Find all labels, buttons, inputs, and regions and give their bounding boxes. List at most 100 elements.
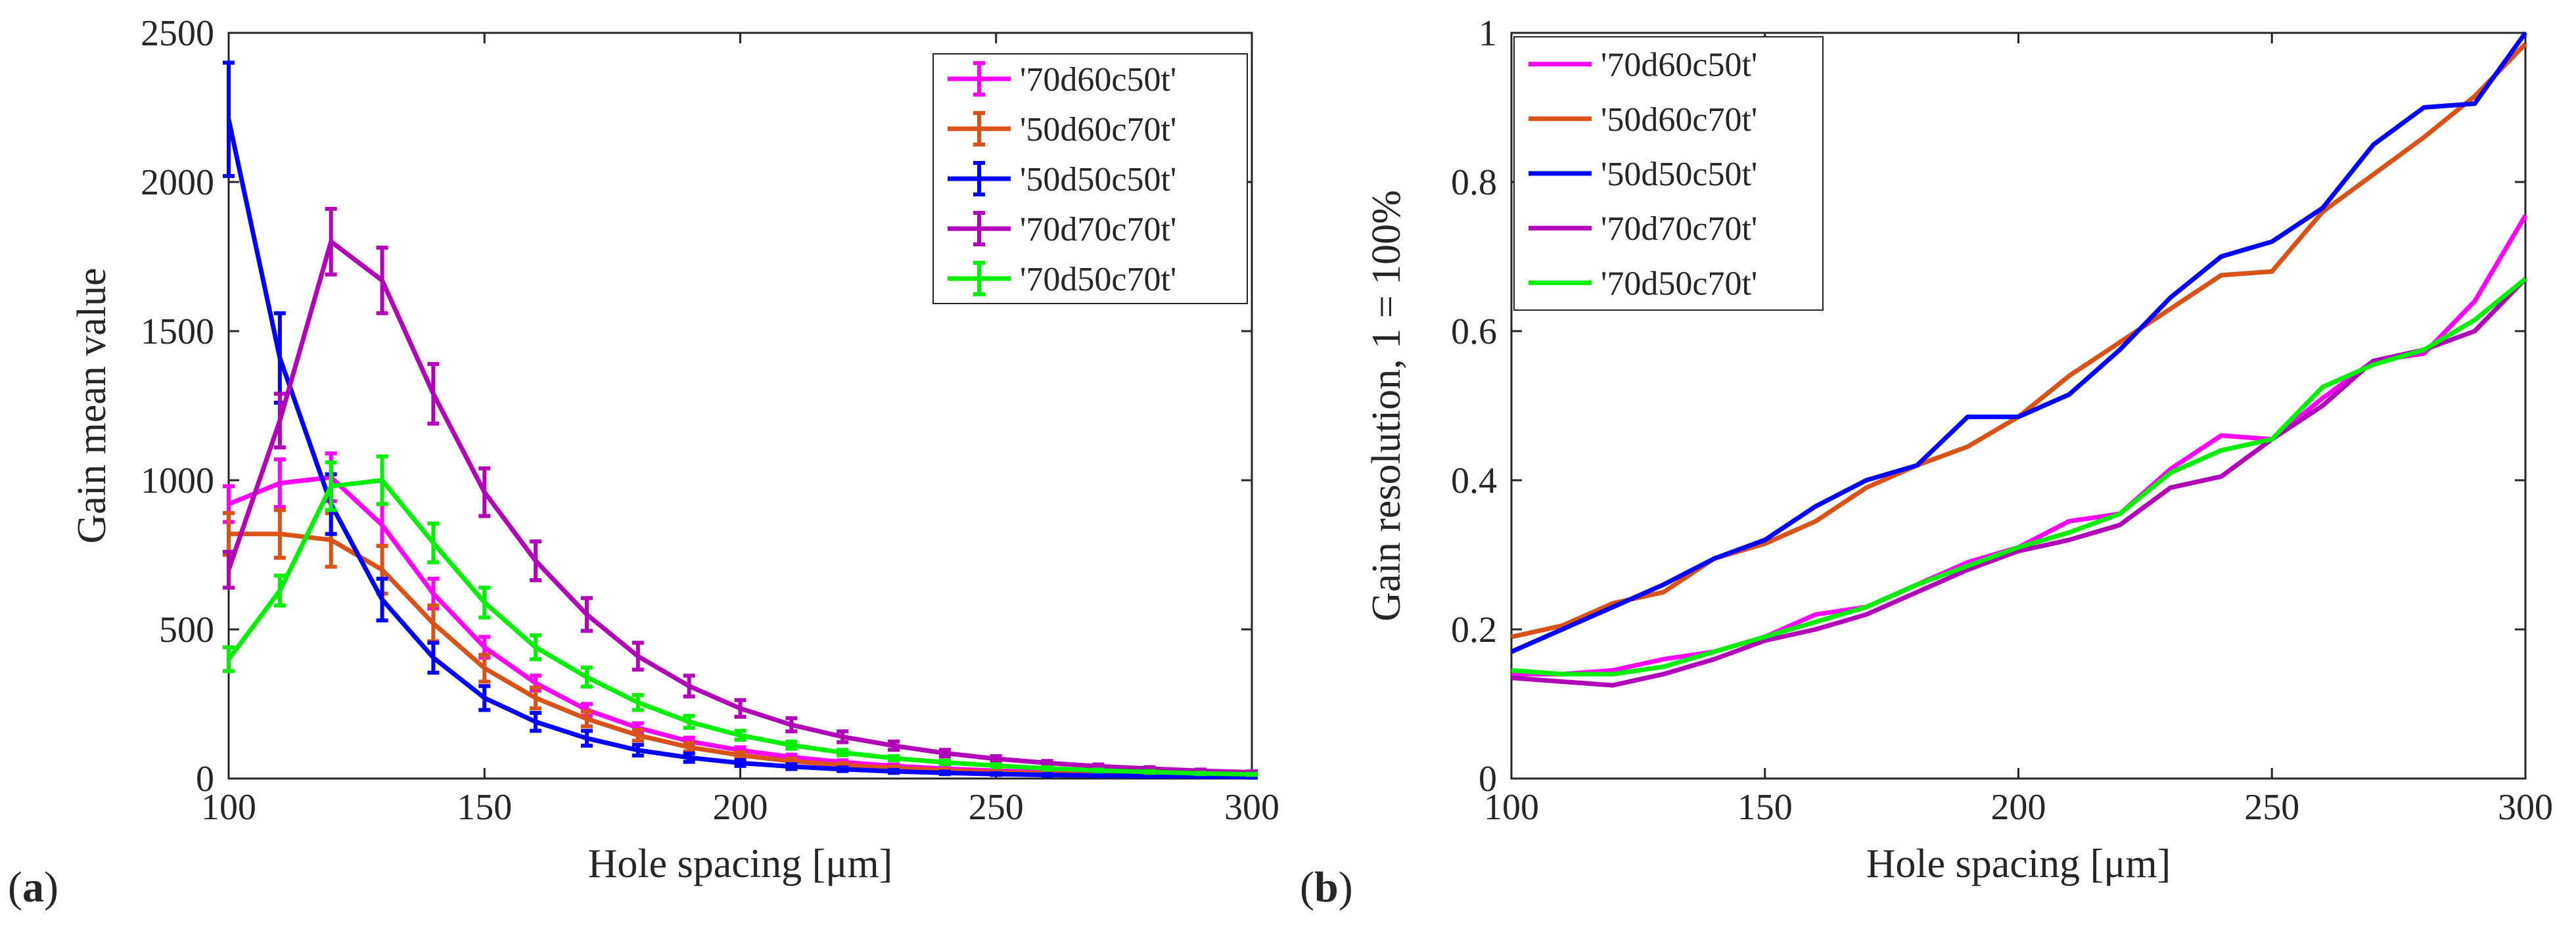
error-bar xyxy=(990,771,1002,777)
x-tick-label: 150 xyxy=(1737,787,1793,828)
error-bar xyxy=(785,762,798,771)
legend-item: '70d70c70t' xyxy=(1529,210,1757,248)
y-axis-label: Gain resolution, 1 = 100% xyxy=(1364,190,1409,622)
error-bar xyxy=(427,521,440,564)
error-bar xyxy=(478,684,491,712)
error-bar xyxy=(1092,767,1105,774)
error-bar xyxy=(632,692,644,712)
error-bar xyxy=(273,311,286,405)
series-line xyxy=(1510,31,2527,654)
y-tick-label: 0.4 xyxy=(1451,461,1497,501)
error-bar xyxy=(683,751,695,764)
error-bar xyxy=(683,673,695,699)
series-4 xyxy=(223,454,1258,777)
legend-label: '70d70c70t' xyxy=(1020,211,1176,248)
y-tick-label: 0.8 xyxy=(1451,162,1497,203)
legend-label: '70d60c50t' xyxy=(1601,47,1757,84)
legend-item: '70d50c70t' xyxy=(948,261,1176,298)
error-bar xyxy=(1092,773,1105,779)
y-tick-label: 0.2 xyxy=(1451,610,1497,650)
error-bar xyxy=(888,739,900,752)
legend-item: '50d50c50t' xyxy=(948,161,1176,198)
error-bar xyxy=(273,508,286,560)
error-bar xyxy=(1041,772,1053,778)
error-bar xyxy=(938,758,951,767)
error-bar xyxy=(427,641,440,675)
legend-label: '50d60c70t' xyxy=(1020,111,1176,148)
error-bar xyxy=(1041,765,1053,772)
legend-label: '50d50c50t' xyxy=(1601,156,1757,193)
panel-label-a: (a) xyxy=(8,863,58,911)
error-bar xyxy=(785,716,798,734)
error-bar xyxy=(223,645,235,673)
legend-label: '70d50c70t' xyxy=(1601,265,1757,302)
legend-item: '50d50c50t' xyxy=(1529,156,1757,193)
legend: '70d60c50t' '50d60c70t' '50d50c50t' '70d70c… xyxy=(932,53,1248,304)
x-tick-label: 150 xyxy=(457,787,512,828)
error-bar xyxy=(1143,773,1156,779)
error-bar xyxy=(632,727,644,743)
error-bar xyxy=(530,711,542,733)
error-bar xyxy=(734,757,747,768)
error-bar xyxy=(837,729,849,744)
y-axis-label: Gain mean value xyxy=(70,267,114,543)
x-tick-label: 100 xyxy=(201,787,256,828)
error-bar xyxy=(376,454,388,507)
x-tick-label: 300 xyxy=(2498,787,2553,828)
error-bar xyxy=(376,245,388,315)
error-bar xyxy=(376,502,388,548)
error-bar xyxy=(785,739,798,751)
x-tick-label: 250 xyxy=(2244,787,2299,828)
error-bar xyxy=(223,549,235,590)
error-bar xyxy=(478,652,491,684)
error-bar xyxy=(530,539,542,583)
error-bar xyxy=(223,60,235,178)
error-bar xyxy=(1041,759,1053,767)
error-bar xyxy=(427,361,440,426)
x-tick-label: 300 xyxy=(1224,787,1279,828)
error-bar xyxy=(990,754,1002,764)
error-bar xyxy=(632,742,644,758)
error-bar xyxy=(325,460,337,512)
error-bar xyxy=(734,729,747,742)
legend-label: '70d60c50t' xyxy=(1020,61,1176,99)
error-bar xyxy=(478,466,491,518)
error-bar xyxy=(530,633,542,662)
legend-item: '50d60c70t' xyxy=(948,111,1176,148)
error-bar xyxy=(1195,771,1207,777)
error-bar xyxy=(990,762,1002,769)
y-tick-label: 2500 xyxy=(141,13,214,54)
error-bar xyxy=(478,585,491,620)
error-bar xyxy=(580,596,593,633)
legend-label: '50d60c70t' xyxy=(1601,101,1757,139)
legend-label: '50d50c50t' xyxy=(1020,161,1176,198)
x-tick-label: 100 xyxy=(1484,787,1539,828)
error-bar xyxy=(837,765,849,773)
error-bar xyxy=(888,767,900,775)
error-bar xyxy=(683,740,695,754)
error-bar xyxy=(837,748,849,757)
panel-label-b: (b) xyxy=(1300,863,1353,911)
y-tick-label: 500 xyxy=(159,610,214,650)
series-4 xyxy=(1511,277,2527,677)
legend-item: '70d50c70t' xyxy=(1529,265,1757,302)
chart-panel-a: 100 150 200 250 300 0 500 1000 1500 2000 2500 Hole … xyxy=(70,13,1279,886)
y-tick-label: 1 xyxy=(1479,13,1497,54)
y-tick-label: 0.6 xyxy=(1451,311,1497,352)
legend-item: '50d60c70t' xyxy=(1529,101,1757,139)
error-bar xyxy=(273,392,286,450)
legend: '70d60c50t' '50d60c70t' '50d50c50t' '70d70c… xyxy=(1513,36,1824,311)
error-bar xyxy=(427,603,440,644)
x-axis-label: Hole spacing [μm] xyxy=(588,842,893,886)
series-3 xyxy=(1511,277,2527,688)
x-tick-label: 200 xyxy=(1991,787,2046,828)
legend-label: '70d70c70t' xyxy=(1601,210,1757,248)
error-bar xyxy=(530,685,542,711)
error-bar xyxy=(376,576,388,623)
error-bar xyxy=(1246,771,1258,777)
error-bar xyxy=(632,641,644,672)
legend-item: '70d60c50t' xyxy=(1529,47,1757,84)
series-line xyxy=(1511,277,2527,677)
x-tick-label: 250 xyxy=(969,787,1024,828)
